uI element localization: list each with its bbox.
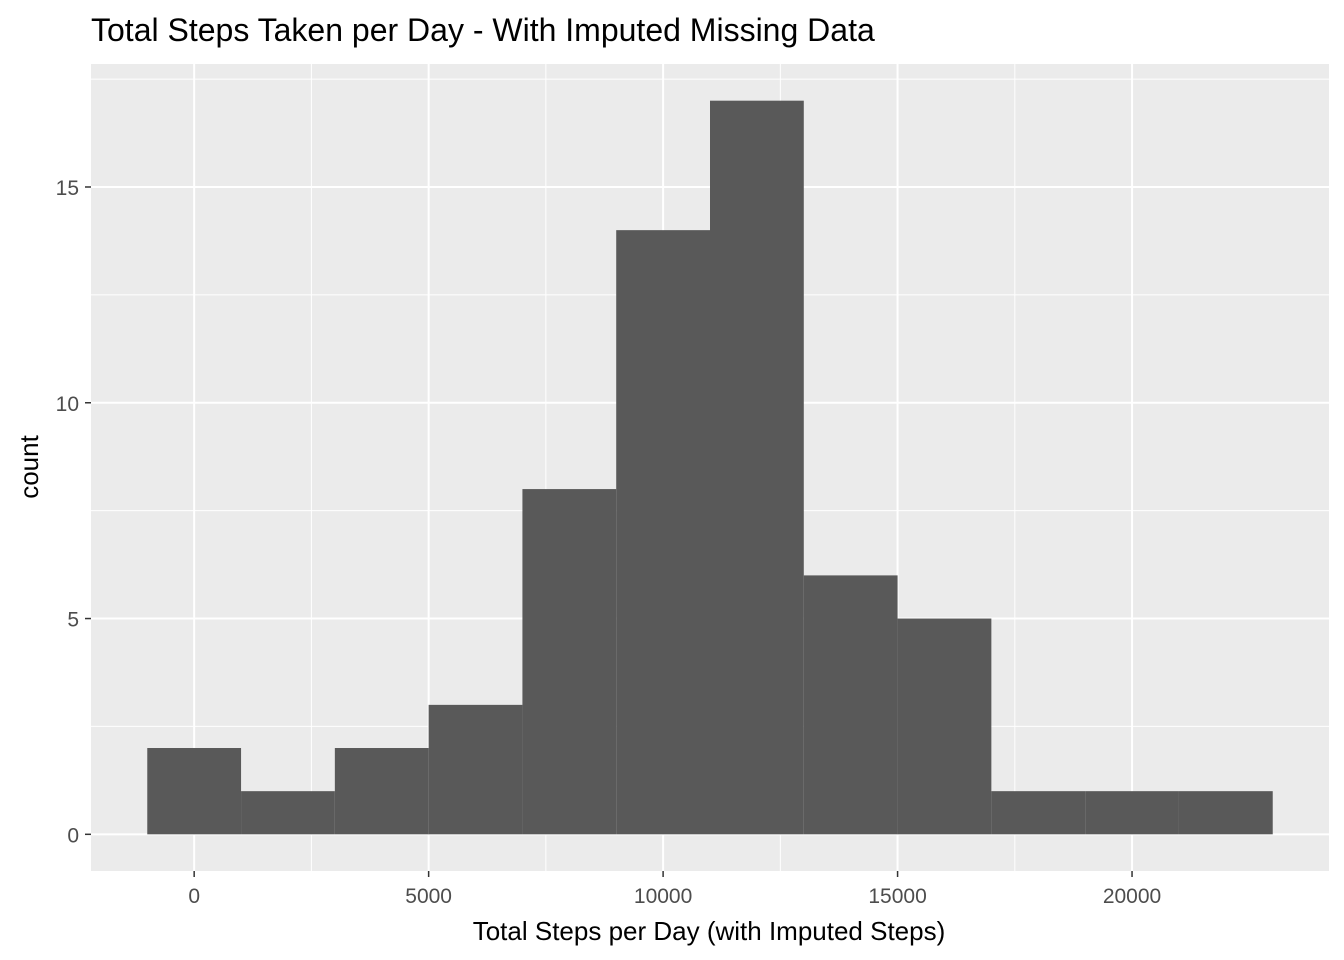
histogram-bar: [803, 575, 898, 835]
x-tick-label: 20000: [1103, 885, 1161, 908]
histogram-bar: [241, 791, 335, 835]
histogram-bar: [1178, 791, 1273, 835]
x-tick-label: 0: [188, 885, 200, 908]
y-axis: 0 5 10 15: [56, 177, 91, 847]
y-tick-label: 10: [56, 393, 79, 416]
y-axis-title: count: [14, 434, 44, 498]
histogram-bar: [522, 489, 617, 835]
x-tick-label: 15000: [868, 885, 926, 908]
x-axis-title: Total Steps per Day (with Imputed Steps): [473, 916, 946, 946]
histogram-bar: [710, 100, 804, 835]
histogram-bar: [897, 618, 992, 835]
y-tick-label: 0: [67, 824, 79, 847]
x-axis: 0 5000 10000 15000 20000: [188, 871, 1161, 908]
histogram-bar: [334, 748, 429, 835]
histogram-bar: [147, 748, 242, 835]
histogram-bar: [616, 230, 710, 835]
y-tick-label: 15: [56, 177, 79, 200]
y-tick-label: 5: [67, 609, 79, 632]
chart-title: Total Steps Taken per Day - With Imputed…: [91, 12, 875, 48]
histogram-bar: [428, 704, 523, 835]
x-tick-label: 10000: [634, 885, 692, 908]
histogram-bar: [1085, 791, 1179, 835]
histogram-bar: [991, 791, 1086, 835]
bars: [147, 100, 1273, 835]
x-tick-label: 5000: [405, 885, 452, 908]
